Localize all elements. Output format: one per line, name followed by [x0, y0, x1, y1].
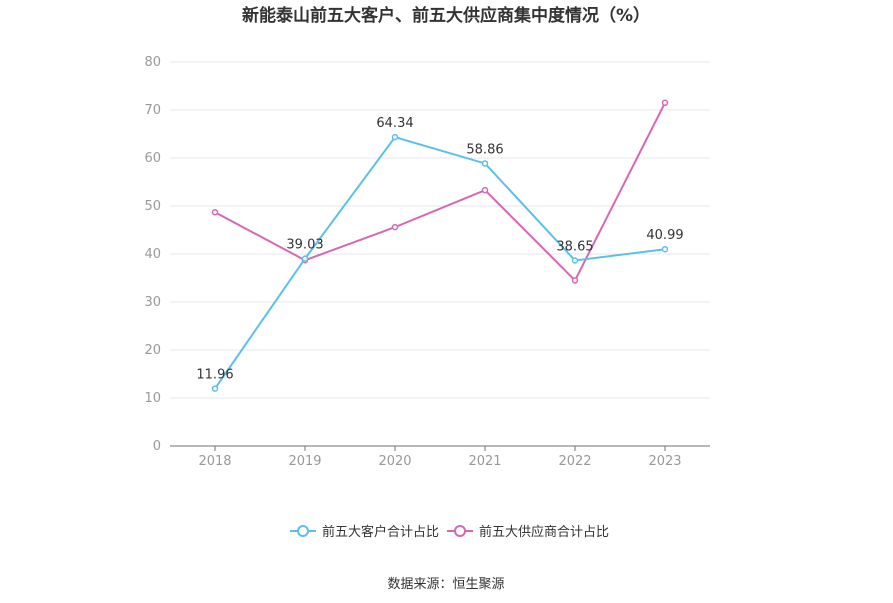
y-tick-label: 70 — [144, 103, 161, 118]
x-tick-label: 2023 — [648, 454, 681, 469]
y-tick-label: 20 — [144, 343, 161, 358]
data-label: 39.03 — [286, 238, 323, 253]
legend-swatch-icon — [297, 525, 309, 537]
data-point — [391, 133, 399, 141]
x-tick-label: 2018 — [198, 454, 231, 469]
grid — [170, 61, 710, 399]
legend-swatch-icon — [454, 525, 466, 537]
data-label: 58.86 — [466, 142, 503, 157]
legend-item[interactable]: 前五大客户合计占比 — [290, 524, 439, 540]
x-tick-label: 2021 — [468, 454, 501, 469]
data-point — [571, 277, 579, 284]
y-tick-label: 50 — [144, 199, 161, 214]
data-point — [211, 208, 219, 216]
y-tick-label: 10 — [144, 391, 161, 406]
data-labels: 11.96 39.03 64.34 58.86 38.65 40.99 — [196, 116, 683, 382]
y-tick-label: 80 — [144, 55, 161, 70]
series-group — [211, 99, 669, 392]
y-tick-label: 40 — [144, 247, 161, 262]
legend-label: 前五大客户合计占比 — [322, 524, 439, 540]
data-point — [301, 255, 309, 262]
data-point — [391, 223, 399, 231]
data-point — [571, 257, 579, 264]
data-point — [481, 160, 489, 167]
series-line — [214, 102, 666, 283]
source-note: 数据来源：恒生聚源 — [387, 577, 504, 592]
data-point — [661, 99, 669, 107]
x-tick-label: 2019 — [288, 454, 321, 469]
chart-title: 新能泰山前五大客户、前五大供应商集中度情况（%） — [242, 5, 650, 26]
y-tick-label: 0 — [153, 439, 161, 454]
data-label: 11.96 — [196, 368, 233, 383]
x-axis: 2018 2019 2020 2021 2022 2023 — [170, 445, 710, 469]
data-point — [481, 186, 489, 194]
x-tick-label: 2020 — [378, 454, 411, 469]
y-tick-label: 60 — [144, 151, 161, 166]
legend[interactable]: 前五大客户合计占比 前五大供应商合计占比 — [290, 524, 609, 540]
data-label: 38.65 — [556, 239, 593, 254]
y-tick-label: 30 — [144, 295, 161, 310]
data-point — [661, 245, 669, 253]
data-label: 64.34 — [376, 116, 413, 131]
data-label: 40.99 — [646, 228, 683, 243]
legend-label: 前五大供应商合计占比 — [479, 524, 609, 540]
data-point — [211, 385, 219, 392]
legend-item[interactable]: 前五大供应商合计占比 — [447, 524, 609, 540]
series-line — [214, 136, 666, 390]
y-axis: 0 10 20 30 40 50 60 70 80 — [144, 55, 161, 454]
x-tick-label: 2022 — [558, 454, 591, 469]
